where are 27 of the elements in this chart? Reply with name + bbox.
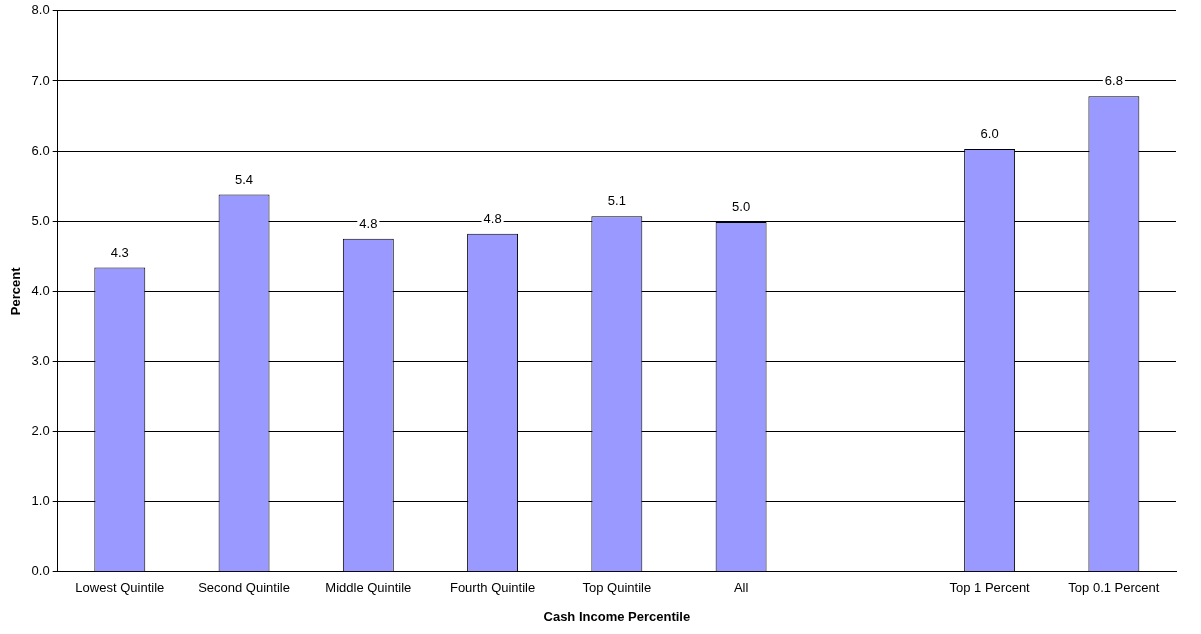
x-tick-label: Top 1 Percent [949, 580, 1031, 596]
y-tick-label: 7.0 [31, 72, 50, 88]
data-label: 5.1 [607, 193, 626, 209]
data-label: 5.4 [235, 171, 254, 187]
x-tick-label: Second Quintile [198, 580, 290, 596]
data-label: 5.0 [732, 198, 751, 214]
y-tick-label: 0.0 [31, 563, 50, 579]
x-tick-label: Lowest Quintile [75, 580, 165, 596]
x-tick-label: All [733, 580, 749, 596]
y-tick-label: 3.0 [31, 353, 50, 368]
data-label: 4.3 [110, 244, 129, 260]
data-label: 6.0 [980, 126, 999, 142]
x-tick-label: Fourth Quintile [449, 580, 536, 596]
data-label: 6.8 [1104, 73, 1123, 89]
y-axis-title: Percent [8, 266, 24, 316]
y-tick-label: 4.0 [31, 282, 50, 298]
x-tick-label: Top Quintile [582, 580, 652, 596]
x-tick-label: Top 0.1 Percent [1068, 580, 1160, 596]
x-tick-label: Middle Quintile [325, 580, 412, 596]
data-label: 4.8 [483, 210, 502, 226]
x-axis-title: Cash Income Percentile [543, 608, 691, 624]
data-label: 4.8 [359, 215, 378, 231]
y-tick-label: 6.0 [31, 142, 50, 158]
y-tick-label: 8.0 [31, 2, 50, 18]
y-tick-label: 2.0 [31, 423, 50, 439]
y-tick-label: 5.0 [31, 212, 50, 228]
y-tick-label: 1.0 [31, 493, 50, 509]
